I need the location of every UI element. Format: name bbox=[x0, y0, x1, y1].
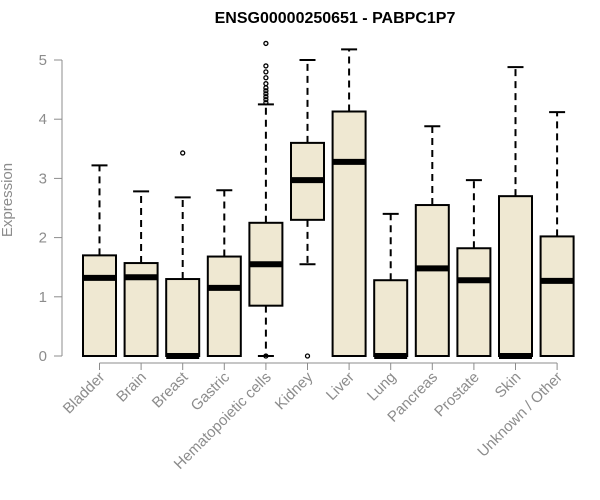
outlier-point bbox=[263, 69, 269, 75]
box-brain bbox=[123, 190, 159, 357]
y-tick-label: 2 bbox=[39, 230, 47, 247]
box-liver bbox=[331, 48, 367, 357]
chart-title: ENSG00000250651 - PABPC1P7 bbox=[215, 10, 456, 27]
box-iqr bbox=[82, 254, 117, 357]
x-tick-label: Lung bbox=[364, 369, 400, 405]
box-bladder bbox=[82, 164, 117, 357]
box-hematopoietic-cells bbox=[248, 40, 284, 359]
y-tick-label: 4 bbox=[39, 111, 47, 128]
box-series bbox=[82, 40, 575, 359]
box-pancreas bbox=[414, 125, 450, 357]
box-iqr bbox=[539, 235, 575, 357]
x-tick-label: Bladder bbox=[60, 369, 109, 418]
outlier-point bbox=[263, 91, 269, 97]
box-iqr bbox=[456, 247, 492, 357]
box-iqr bbox=[206, 255, 242, 358]
box-iqr bbox=[165, 278, 201, 358]
box-iqr bbox=[414, 204, 450, 357]
y-tick-label: 3 bbox=[39, 170, 47, 187]
x-tick-label: Brain bbox=[113, 369, 150, 406]
outlier-point bbox=[263, 85, 269, 91]
y-tick-label: 5 bbox=[39, 52, 47, 69]
box-kidney bbox=[290, 59, 325, 359]
y-axis-label: Expression bbox=[0, 163, 16, 237]
box-iqr bbox=[331, 110, 367, 357]
y-tick-label: 1 bbox=[39, 289, 47, 306]
x-tick-label: Skin bbox=[492, 369, 525, 402]
outlier-point bbox=[263, 81, 269, 87]
outlier-point bbox=[263, 97, 269, 103]
box-breast bbox=[165, 150, 201, 359]
outlier-point bbox=[263, 75, 269, 81]
outlier-point bbox=[263, 88, 269, 94]
box-iqr bbox=[373, 279, 409, 357]
box-lung bbox=[373, 212, 409, 359]
x-tick-label: Kidney bbox=[272, 368, 317, 413]
y-tick-label: 0 bbox=[39, 348, 47, 365]
x-tick-label: Prostate bbox=[431, 369, 483, 421]
box-gastric bbox=[206, 189, 242, 358]
box-unknown-other bbox=[539, 111, 575, 357]
box-skin bbox=[498, 66, 533, 359]
x-tick-label: Breast bbox=[149, 368, 192, 411]
outlier-point bbox=[263, 99, 269, 106]
x-tick-label: Liver bbox=[323, 369, 358, 404]
outlier-point bbox=[263, 40, 269, 47]
outlier-point bbox=[304, 353, 311, 359]
box-prostate bbox=[456, 179, 492, 357]
y-axis: 0 1 2 3 4 5 bbox=[39, 52, 63, 365]
outlier-point bbox=[180, 150, 186, 156]
box-iqr bbox=[498, 195, 533, 357]
outlier-point bbox=[263, 63, 269, 69]
outlier-point bbox=[263, 94, 269, 100]
outlier-point bbox=[263, 353, 269, 359]
